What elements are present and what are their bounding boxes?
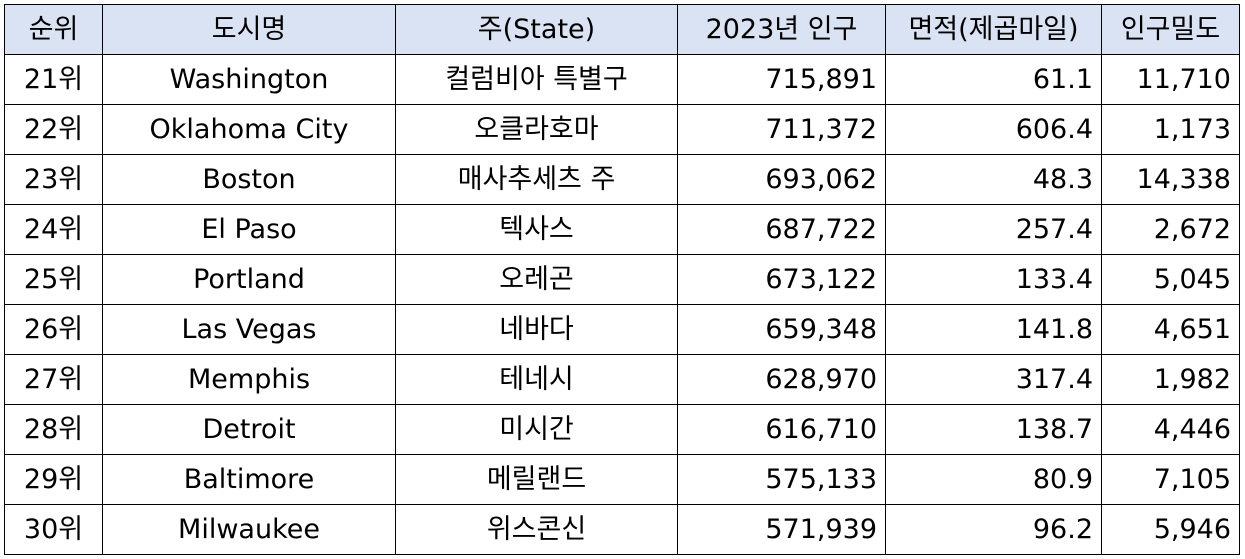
area-cell: 141.8 (885, 304, 1102, 355)
state-cell: 미시간 (395, 404, 678, 455)
population-cell: 711,372 (677, 104, 886, 155)
table-row: 25위 Portland 오레곤 673,122 133.4 5,045 (4, 254, 1240, 305)
header-rank: 순위 (4, 4, 103, 55)
density-cell: 4,651 (1101, 304, 1240, 355)
state-cell: 오클라호마 (395, 104, 678, 155)
header-population: 2023년 인구 (677, 4, 886, 55)
population-cell: 628,970 (677, 354, 886, 405)
state-cell: 위스콘신 (395, 504, 678, 555)
area-cell: 257.4 (885, 204, 1102, 255)
header-density: 인구밀도 (1101, 4, 1240, 55)
area-cell: 48.3 (885, 154, 1102, 205)
table-row: 27위 Memphis 테네시 628,970 317.4 1,982 (4, 354, 1240, 405)
population-cell: 575,133 (677, 454, 886, 505)
density-cell: 14,338 (1101, 154, 1240, 205)
header-state: 주(State) (395, 4, 678, 55)
density-cell: 7,105 (1101, 454, 1240, 505)
state-cell: 컬럼비아 특별구 (395, 54, 678, 105)
table-row: 26위 Las Vegas 네바다 659,348 141.8 4,651 (4, 304, 1240, 355)
city-cell: Milwaukee (102, 504, 396, 555)
area-cell: 606.4 (885, 104, 1102, 155)
area-cell: 317.4 (885, 354, 1102, 405)
table-header: 순위 도시명 주(State) 2023년 인구 면적(제곱마일) 인구밀도 (4, 4, 1240, 55)
state-cell: 매사추세츠 주 (395, 154, 678, 205)
table-row: 29위 Baltimore 메릴랜드 575,133 80.9 7,105 (4, 454, 1240, 505)
table-row: 21위 Washington 컬럼비아 특별구 715,891 61.1 11,… (4, 54, 1240, 105)
population-cell: 687,722 (677, 204, 886, 255)
rank-cell: 23위 (4, 154, 103, 205)
area-cell: 138.7 (885, 404, 1102, 455)
population-cell: 693,062 (677, 154, 886, 205)
table-row: 22위 Oklahoma City 오클라호마 711,372 606.4 1,… (4, 104, 1240, 155)
table-row: 24위 El Paso 텍사스 687,722 257.4 2,672 (4, 204, 1240, 255)
density-cell: 1,173 (1101, 104, 1240, 155)
state-cell: 텍사스 (395, 204, 678, 255)
population-cell: 659,348 (677, 304, 886, 355)
city-cell: Portland (102, 254, 396, 305)
table-row: 23위 Boston 매사추세츠 주 693,062 48.3 14,338 (4, 154, 1240, 205)
area-cell: 133.4 (885, 254, 1102, 305)
area-cell: 96.2 (885, 504, 1102, 555)
area-cell: 61.1 (885, 54, 1102, 105)
density-cell: 1,982 (1101, 354, 1240, 405)
table-row: 30위 Milwaukee 위스콘신 571,939 96.2 5,946 (4, 504, 1240, 555)
rank-cell: 21위 (4, 54, 103, 105)
population-cell: 571,939 (677, 504, 886, 555)
city-cell: Baltimore (102, 454, 396, 505)
header-city: 도시명 (102, 4, 396, 55)
rank-cell: 28위 (4, 404, 103, 455)
density-cell: 2,672 (1101, 204, 1240, 255)
population-cell: 616,710 (677, 404, 886, 455)
state-cell: 테네시 (395, 354, 678, 405)
city-cell: Boston (102, 154, 396, 205)
rank-cell: 26위 (4, 304, 103, 355)
table-body: 21위 Washington 컬럼비아 특별구 715,891 61.1 11,… (4, 54, 1240, 555)
density-cell: 4,446 (1101, 404, 1240, 455)
city-cell: Memphis (102, 354, 396, 405)
city-population-table: 순위 도시명 주(State) 2023년 인구 면적(제곱마일) 인구밀도 2… (4, 4, 1240, 555)
rank-cell: 27위 (4, 354, 103, 405)
city-cell: Washington (102, 54, 396, 105)
rank-cell: 30위 (4, 504, 103, 555)
state-cell: 오레곤 (395, 254, 678, 305)
density-cell: 5,946 (1101, 504, 1240, 555)
city-cell: Las Vegas (102, 304, 396, 355)
density-cell: 11,710 (1101, 54, 1240, 105)
rank-cell: 24위 (4, 204, 103, 255)
rank-cell: 25위 (4, 254, 103, 305)
population-cell: 715,891 (677, 54, 886, 105)
header-area: 면적(제곱마일) (885, 4, 1102, 55)
table-row: 28위 Detroit 미시간 616,710 138.7 4,446 (4, 404, 1240, 455)
rank-cell: 22위 (4, 104, 103, 155)
header-row: 순위 도시명 주(State) 2023년 인구 면적(제곱마일) 인구밀도 (4, 4, 1240, 55)
density-cell: 5,045 (1101, 254, 1240, 305)
city-cell: Oklahoma City (102, 104, 396, 155)
area-cell: 80.9 (885, 454, 1102, 505)
state-cell: 네바다 (395, 304, 678, 355)
city-cell: Detroit (102, 404, 396, 455)
state-cell: 메릴랜드 (395, 454, 678, 505)
rank-cell: 29위 (4, 454, 103, 505)
population-cell: 673,122 (677, 254, 886, 305)
city-cell: El Paso (102, 204, 396, 255)
